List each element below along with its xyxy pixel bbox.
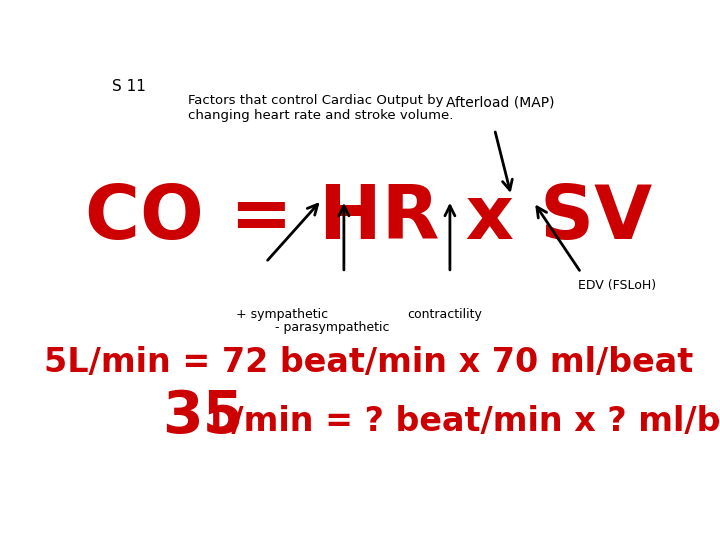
Text: 35: 35 xyxy=(163,388,244,444)
Text: EDV (FSLoH): EDV (FSLoH) xyxy=(578,279,657,292)
Text: CO = HR x SV: CO = HR x SV xyxy=(86,182,652,255)
Text: 5L/min = 72 beat/min x 70 ml/beat: 5L/min = 72 beat/min x 70 ml/beat xyxy=(45,346,693,379)
Text: Afterload (MAP): Afterload (MAP) xyxy=(446,96,554,110)
Text: + sympathetic: + sympathetic xyxy=(236,308,328,321)
Text: L/min = ? beat/min x ? ml/beat: L/min = ? beat/min x ? ml/beat xyxy=(210,404,720,437)
Text: Factors that control Cardiac Output by
changing heart rate and stroke volume.: Factors that control Cardiac Output by c… xyxy=(188,94,453,122)
Text: contractility: contractility xyxy=(407,308,482,321)
Text: - parasympathetic: - parasympathetic xyxy=(276,321,390,334)
Text: S 11: S 11 xyxy=(112,79,146,94)
